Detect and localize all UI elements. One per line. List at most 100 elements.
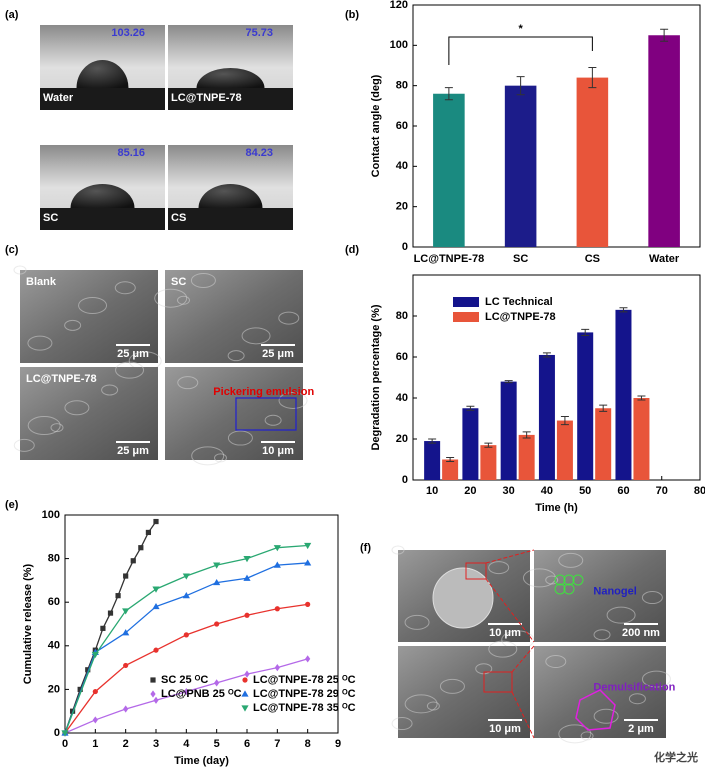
texture [101, 384, 119, 396]
plot-frame [412, 274, 701, 481]
x-tick-label: 5 [214, 738, 220, 750]
bar [518, 434, 535, 480]
y-tick-label: 0 [402, 241, 408, 253]
bar [504, 85, 537, 248]
texture [241, 327, 271, 345]
watermark: 化学之光 [654, 750, 698, 764]
bar [556, 420, 573, 480]
scale-bar-label: 10 μm [489, 627, 521, 639]
marker [115, 593, 121, 599]
marker [213, 562, 221, 569]
texture [439, 678, 465, 694]
marker [183, 632, 189, 638]
particle [432, 567, 494, 629]
droplet [198, 184, 263, 208]
legend-marker [242, 677, 248, 683]
y-tick-label: 40 [396, 392, 408, 404]
marker [273, 561, 281, 568]
y-tick-label: 40 [396, 160, 408, 172]
marker [85, 667, 91, 673]
substrate [168, 208, 293, 230]
marker [273, 545, 281, 552]
marker [123, 705, 129, 713]
y-axis-title: Degradation percentage (%) [370, 304, 382, 450]
y-tick-label: 20 [48, 683, 60, 695]
marker [122, 608, 130, 615]
panel-label: (a) [5, 9, 19, 21]
zoom-box [483, 671, 513, 693]
contact-angle: 75.73 [245, 27, 273, 39]
x-tick-label: 20 [464, 485, 476, 497]
texture [64, 319, 82, 331]
y-axis-title: Cumulative release (%) [22, 563, 34, 684]
texture [488, 640, 518, 658]
x-axis-title: Time (day) [174, 755, 229, 767]
marker [122, 629, 130, 636]
scale-bar-label: 200 nm [622, 627, 660, 639]
substrate [40, 208, 165, 230]
nanogel-outline [563, 574, 575, 586]
y-tick-label: 60 [396, 351, 408, 363]
marker [243, 574, 251, 581]
y-tick-label: 80 [48, 553, 60, 565]
texture [27, 416, 61, 436]
bar [648, 35, 680, 247]
x-tick-label: 0 [62, 738, 68, 750]
marker [244, 670, 250, 678]
legend-swatch [453, 312, 479, 322]
marker [153, 696, 159, 704]
texture [27, 335, 53, 351]
y-tick-label: 80 [396, 310, 408, 322]
substrate [168, 88, 293, 110]
droplet [196, 68, 265, 88]
error-bar [444, 87, 453, 101]
x-tick-label: 9 [335, 738, 341, 750]
scale-bar-label: 10 μm [489, 723, 521, 735]
error-bar [466, 405, 475, 411]
x-tick-label: 10 [426, 485, 438, 497]
error-bar [619, 307, 628, 313]
texture [154, 288, 188, 308]
marker [305, 655, 311, 663]
bar [442, 459, 459, 480]
y-tick-label: 40 [48, 640, 60, 652]
y-tick-label: 0 [402, 474, 408, 486]
legend-marker [150, 677, 156, 683]
texture [213, 453, 227, 463]
x-tick-label: 3 [153, 738, 159, 750]
x-tick-label: 40 [541, 485, 553, 497]
error-bar [637, 395, 646, 401]
marker [123, 662, 129, 669]
x-tick-label: 4 [183, 738, 190, 750]
marker [274, 664, 280, 672]
error-bar [484, 442, 493, 448]
x-tick-label: 60 [617, 485, 629, 497]
texture [641, 591, 663, 605]
scale-bar-label: 25 μm [117, 348, 149, 360]
y-tick-label: 100 [390, 39, 408, 51]
bar [433, 93, 465, 247]
texture [227, 430, 253, 446]
marker [152, 602, 160, 610]
texture [177, 376, 199, 390]
texture [593, 629, 611, 641]
y-tick-label: 60 [396, 120, 408, 132]
contact-angle: 85.16 [117, 147, 145, 159]
legend-label: LC Technical [485, 296, 553, 308]
texture [488, 561, 510, 575]
photo-label: LC@TNPE-78 [171, 92, 242, 104]
scale-bar-label: 25 μm [117, 445, 149, 457]
texture [190, 272, 216, 288]
error-bar [446, 456, 455, 463]
substrate [40, 88, 165, 110]
texture [545, 655, 567, 669]
texture [558, 724, 592, 744]
panel-label: (b) [345, 9, 359, 21]
legend-label: LC@TNPE-78 [485, 311, 556, 323]
bar [480, 445, 497, 480]
texture [13, 265, 27, 275]
nanogel-outline [554, 574, 566, 586]
error-bar [581, 328, 590, 336]
photo-label: CS [171, 212, 186, 224]
